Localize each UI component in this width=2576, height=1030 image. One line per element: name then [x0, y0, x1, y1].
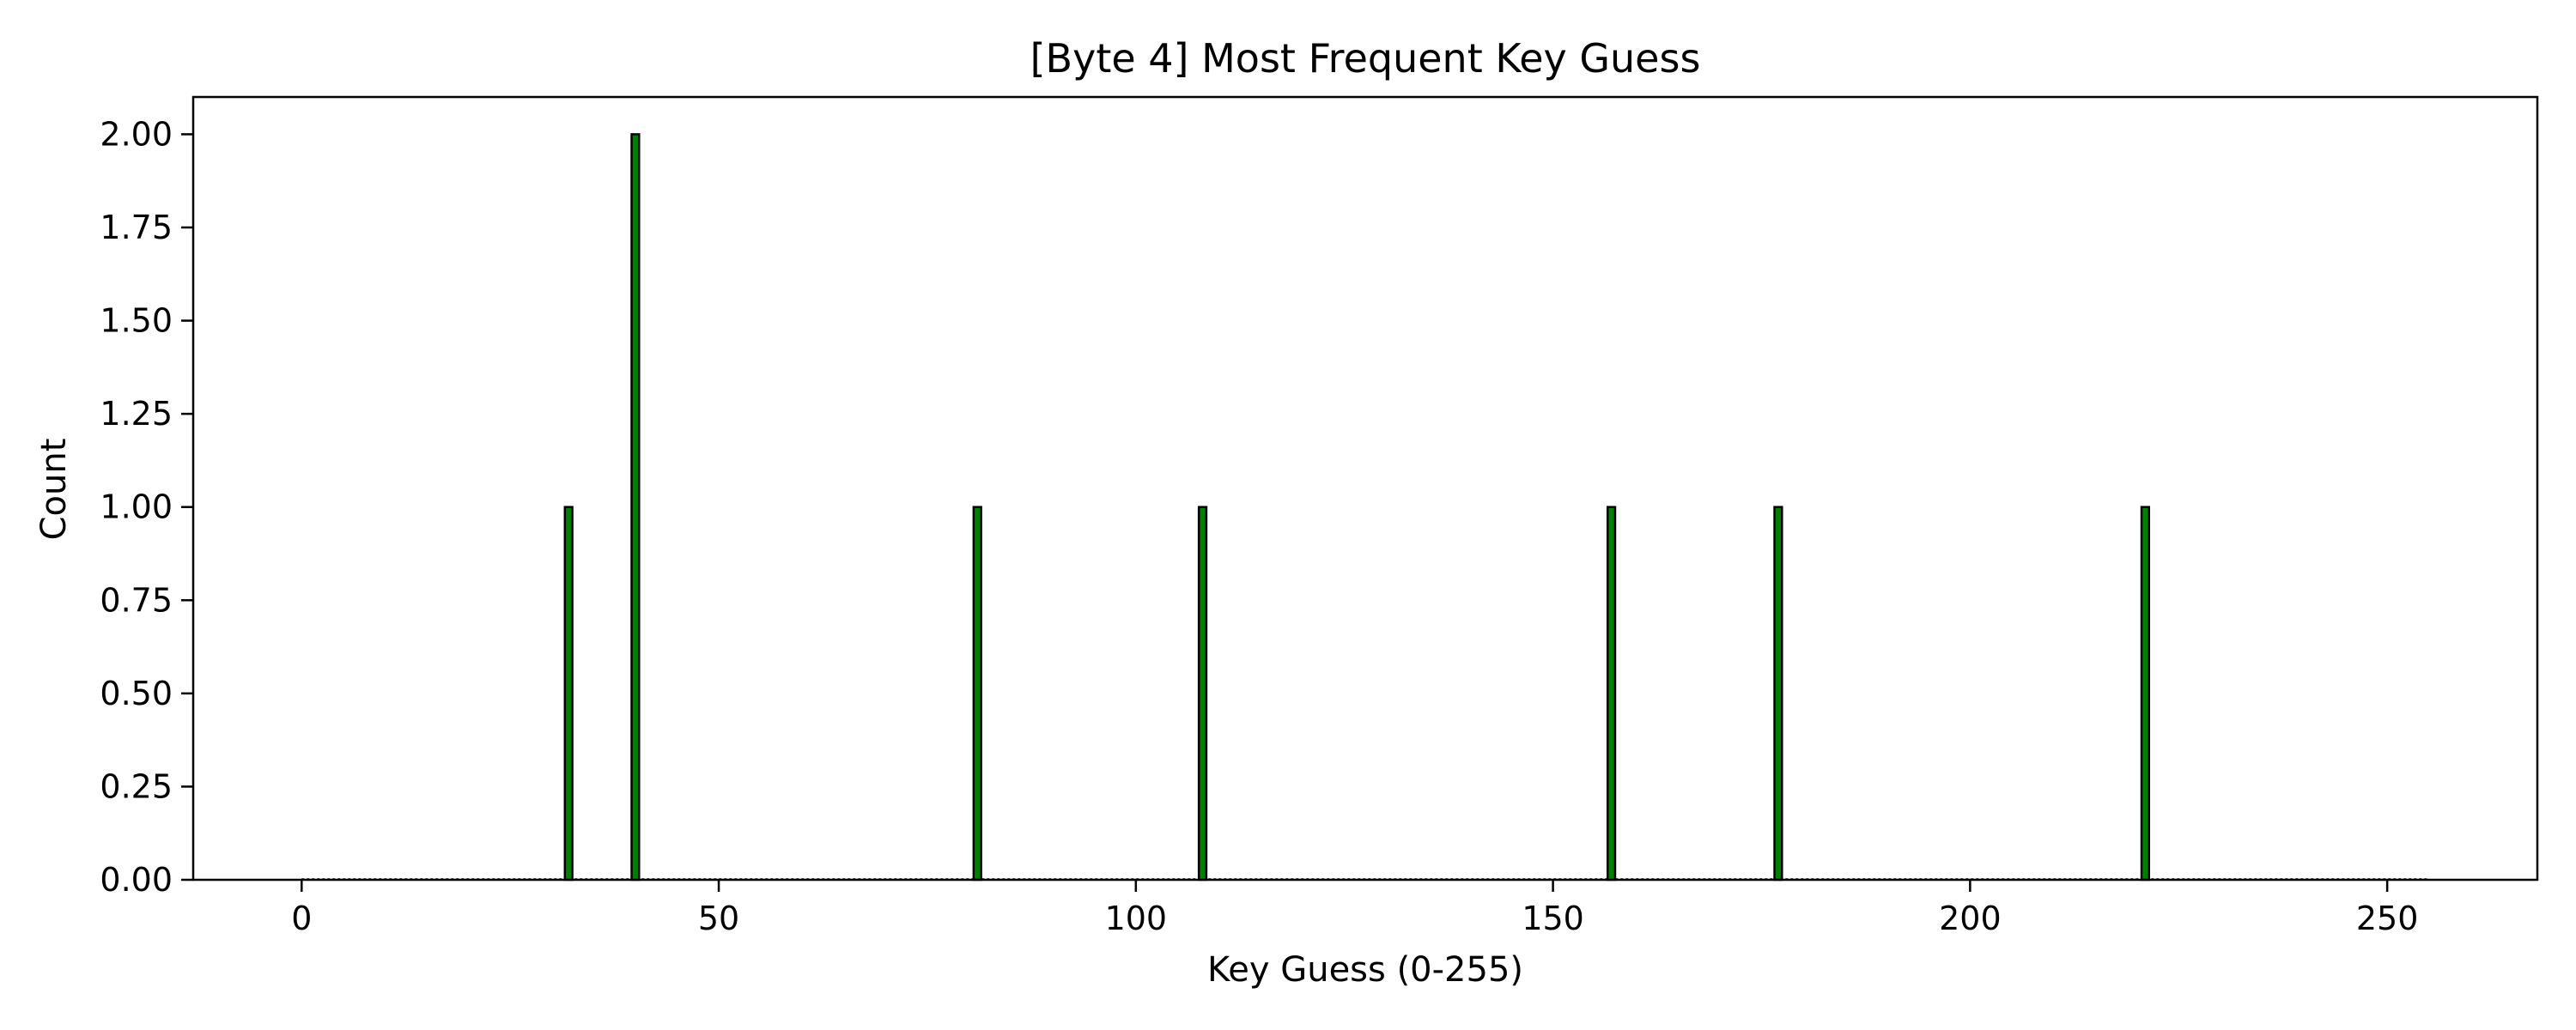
x-tick-label: 50 — [698, 900, 739, 937]
plot-frame — [191, 95, 2539, 882]
x-tick-label: 150 — [1522, 900, 1584, 937]
bar-key-81 — [972, 506, 982, 882]
bar-key-32 — [563, 506, 574, 882]
x-tick-label: 0 — [291, 900, 312, 937]
bar-key-177 — [1773, 506, 1783, 882]
x-tick-label: 100 — [1105, 900, 1168, 937]
bar-key-221 — [2140, 506, 2151, 882]
x-axis: 0 50 100 150 200 250 — [291, 880, 2418, 937]
y-tick-label: 1.75 — [100, 209, 173, 246]
bars-group — [563, 133, 2151, 882]
y-tick-label: 0.25 — [100, 767, 173, 805]
y-tick-label: 0.50 — [100, 675, 173, 712]
y-axis: 0.00 0.25 0.50 0.75 1.00 1.25 1.50 1.75 2.00 — [100, 115, 193, 899]
x-axis-label: Key Guess (0-255) — [1207, 950, 1523, 990]
y-tick-label: 1.25 — [100, 395, 173, 433]
plot-area — [191, 95, 2539, 882]
x-tick-label: 250 — [2356, 900, 2419, 937]
y-axis-label: Count — [34, 439, 74, 541]
y-tick-label: 0.00 — [100, 861, 173, 899]
y-tick-label: 1.50 — [100, 302, 173, 340]
bar-key-40 — [630, 133, 641, 882]
y-tick-label: 0.75 — [100, 581, 173, 619]
y-tick-label: 2.00 — [100, 115, 173, 153]
y-tick-label: 1.00 — [100, 488, 173, 526]
bar-key-157 — [1606, 506, 1617, 882]
chart-title: [Byte 4] Most Frequent Key Guess — [1030, 35, 1701, 82]
x-tick-label: 200 — [1939, 900, 2002, 937]
bar-key-108 — [1197, 506, 1208, 882]
